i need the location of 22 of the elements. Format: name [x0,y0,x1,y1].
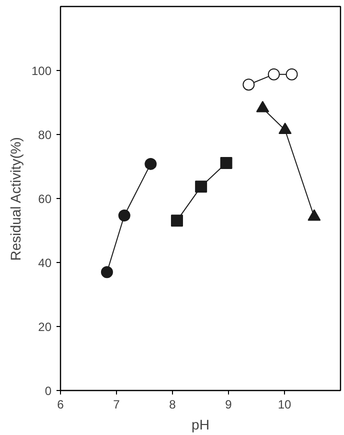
x-tick-label: 9 [225,398,232,412]
y-tick-label: 80 [38,128,52,142]
point [268,68,280,80]
y-tick-label: 100 [31,64,52,78]
x-axis-title: pH [192,416,210,432]
y-axis-title: Residual Activity(%) [7,137,24,261]
point [286,68,298,80]
point [220,156,232,169]
x-tick-label: 6 [57,398,64,412]
y-tick-label: 60 [38,192,52,206]
y-tick-label: 40 [38,256,52,270]
point [118,209,130,222]
point [195,180,208,193]
point [100,266,113,278]
y-tick-label: 0 [44,384,52,398]
x-tick-label: 7 [113,398,120,412]
x-tick-label: 10 [278,398,292,412]
point [144,158,157,170]
y-tick-label: 20 [38,320,52,334]
point [170,214,183,227]
x-tick-label: 8 [169,398,176,412]
point [242,78,255,91]
